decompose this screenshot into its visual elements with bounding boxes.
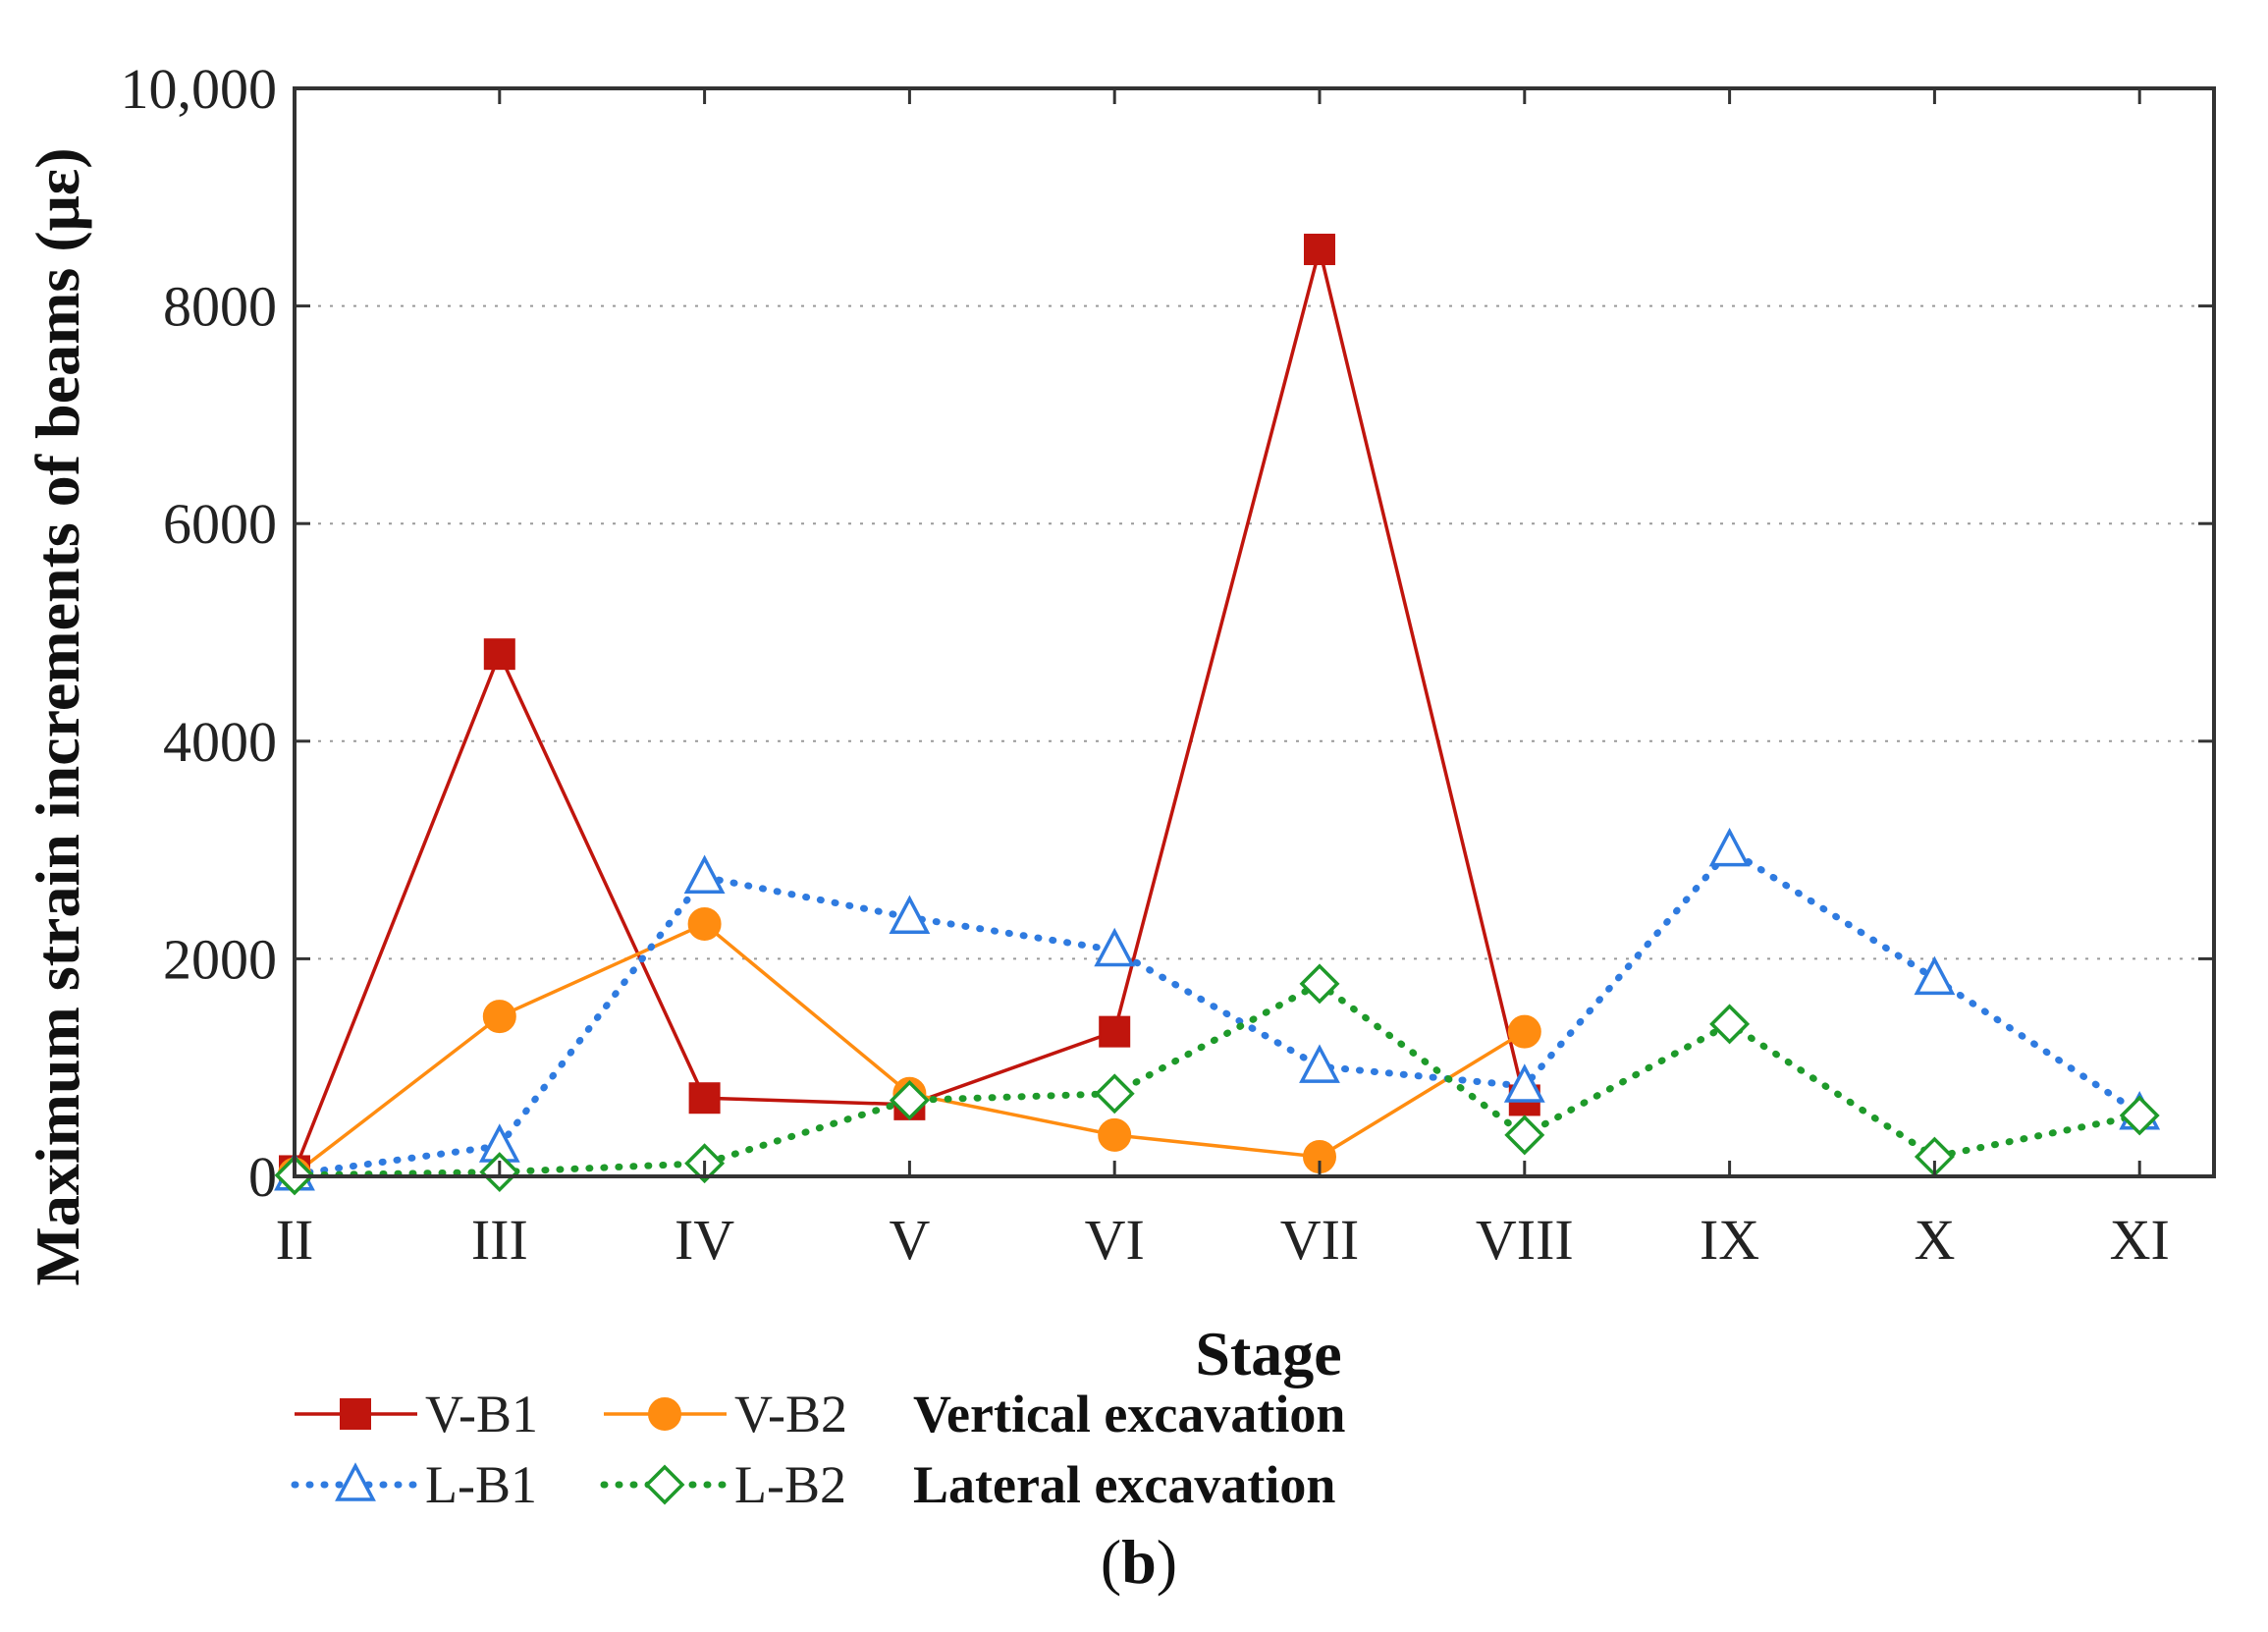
gridlines <box>295 304 2214 960</box>
x-tick-label: VII <box>1280 1208 1360 1272</box>
data-point-l-b1 <box>1914 955 1956 996</box>
data-point-l-b2 <box>1094 1073 1135 1115</box>
legend-label-v-b1: V-B1 <box>425 1385 538 1443</box>
series-line-l-b1 <box>291 845 2143 1178</box>
data-point-v-b1 <box>483 638 515 671</box>
panel-label: (b) <box>1101 1527 1177 1597</box>
x-tick-label: XI <box>2110 1208 2170 1272</box>
data-point-v-b2 <box>687 906 722 941</box>
data-point-l-b1 <box>1708 827 1751 867</box>
x-tick-label: IV <box>675 1208 734 1272</box>
y-tick-labels: 0 2000 4000 6000 8000 10,000 <box>121 57 278 1209</box>
panel-label-letter: b <box>1121 1527 1157 1597</box>
x-tick-label: II <box>276 1208 314 1272</box>
x-axis-title: Stage <box>1195 1319 1341 1388</box>
plot-frame <box>293 86 2216 1178</box>
legend-label-l-b1: L-B1 <box>425 1455 537 1514</box>
panel-label-open: ( <box>1101 1527 1121 1597</box>
x-tick-label: VIII <box>1476 1208 1574 1272</box>
series-line-v-b2 <box>293 921 1526 1176</box>
series-line-l-b2 <box>291 979 2143 1179</box>
data-point-l-b1 <box>1094 927 1136 967</box>
x-tick-label: III <box>471 1208 528 1272</box>
data-point-l-b2 <box>1299 963 1340 1005</box>
legend-marker-v-b2 <box>648 1397 681 1431</box>
data-point-v-b1 <box>1099 1015 1131 1048</box>
legend: V-B1 V-B2 Vertical excavation L-B1 L-B2 Later… <box>291 1385 1345 1514</box>
data-point-v-b2 <box>1507 1014 1541 1049</box>
legend-group-label: Vertical excavation <box>913 1385 1345 1443</box>
x-tick-label: X <box>1914 1208 1955 1272</box>
data-point-v-b1 <box>1304 233 1335 265</box>
legend-marker-l-b1 <box>335 1462 376 1501</box>
x-tick-labels: II III IV V VI VII VIII IX X XI <box>276 1208 2170 1272</box>
data-point-l-b1 <box>1299 1044 1340 1083</box>
x-tick-label: VI <box>1085 1208 1145 1272</box>
data-point-l-b1 <box>889 895 931 935</box>
series-markers <box>274 233 2161 1196</box>
y-tick-label: 2000 <box>163 927 277 991</box>
x-tick-label: IX <box>1700 1208 1759 1272</box>
legend-label-v-b2: V-B2 <box>734 1385 847 1443</box>
axis-ticks <box>293 86 2214 1178</box>
data-point-v-b2 <box>482 1000 516 1034</box>
data-point-v-b1 <box>688 1082 721 1115</box>
x-tick-label: V <box>889 1208 930 1272</box>
data-point-l-b1 <box>683 854 726 895</box>
legend-label-l-b2: L-B2 <box>734 1455 846 1514</box>
data-point-v-b2 <box>1098 1117 1132 1152</box>
y-tick-label: 8000 <box>163 275 277 339</box>
y-tick-label: 4000 <box>163 710 277 774</box>
legend-group-label: Lateral excavation <box>913 1455 1335 1514</box>
y-tick-label: 6000 <box>163 492 277 556</box>
data-point-l-b1 <box>1503 1063 1545 1103</box>
series-lines <box>291 248 2143 1179</box>
data-point-l-b2 <box>1709 1004 1751 1045</box>
y-axis-title: Maximum strain increments of beams (με) <box>23 147 92 1285</box>
data-point-l-b2 <box>1504 1115 1545 1156</box>
panel-label-close: ) <box>1157 1527 1177 1597</box>
y-tick-label: 10,000 <box>121 57 278 121</box>
data-point-l-b2 <box>889 1079 930 1120</box>
data-point-l-b2 <box>2119 1095 2160 1136</box>
legend-marker-v-b1 <box>340 1398 371 1430</box>
y-tick-label: 0 <box>248 1145 277 1209</box>
legend-marker-l-b2 <box>644 1464 685 1505</box>
